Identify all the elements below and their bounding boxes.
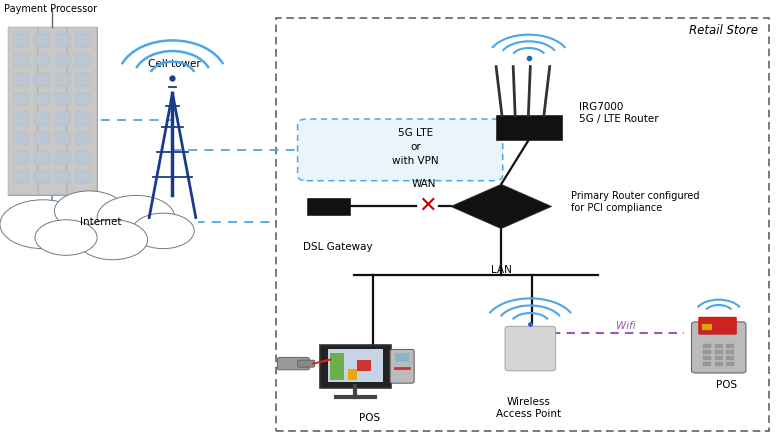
FancyBboxPatch shape [56,132,70,144]
FancyBboxPatch shape [8,27,37,195]
Text: DSL Gateway: DSL Gateway [303,242,373,252]
FancyBboxPatch shape [357,360,371,371]
FancyBboxPatch shape [726,356,734,360]
Text: LAN: LAN [491,265,511,275]
FancyBboxPatch shape [14,54,28,66]
FancyBboxPatch shape [14,151,28,164]
Circle shape [97,195,175,240]
FancyBboxPatch shape [703,356,711,360]
Text: Internet: Internet [80,217,122,227]
Text: IRG7000
5G / LTE Router: IRG7000 5G / LTE Router [579,103,658,124]
FancyBboxPatch shape [726,344,734,348]
FancyBboxPatch shape [56,151,70,164]
FancyBboxPatch shape [715,362,723,366]
FancyBboxPatch shape [35,171,49,183]
FancyBboxPatch shape [35,202,198,242]
FancyBboxPatch shape [14,171,28,183]
Text: Wifi: Wifi [615,321,636,331]
FancyBboxPatch shape [14,93,28,105]
FancyBboxPatch shape [14,73,28,86]
FancyBboxPatch shape [35,132,49,144]
Text: WAN: WAN [411,178,436,189]
FancyBboxPatch shape [703,362,711,366]
FancyBboxPatch shape [76,34,90,47]
FancyBboxPatch shape [715,350,723,354]
FancyBboxPatch shape [348,369,357,380]
Circle shape [54,191,124,231]
Circle shape [0,200,85,249]
FancyBboxPatch shape [35,73,49,86]
FancyBboxPatch shape [76,93,90,105]
FancyBboxPatch shape [68,27,97,195]
FancyBboxPatch shape [496,115,562,140]
FancyBboxPatch shape [703,344,711,348]
FancyBboxPatch shape [328,349,383,382]
FancyBboxPatch shape [76,171,90,183]
FancyBboxPatch shape [715,344,723,348]
FancyBboxPatch shape [56,112,70,125]
Polygon shape [451,184,552,229]
Text: Payment Processor: Payment Processor [4,4,97,15]
FancyBboxPatch shape [307,198,350,215]
FancyBboxPatch shape [298,119,503,181]
FancyBboxPatch shape [14,34,28,47]
FancyBboxPatch shape [35,54,49,66]
FancyBboxPatch shape [56,93,70,105]
FancyBboxPatch shape [35,34,49,47]
FancyBboxPatch shape [14,132,28,144]
FancyBboxPatch shape [76,151,90,164]
FancyBboxPatch shape [330,353,344,380]
FancyBboxPatch shape [395,353,409,362]
Text: POS: POS [358,413,380,423]
FancyBboxPatch shape [726,362,734,366]
Text: Retail Store: Retail Store [688,24,758,37]
FancyBboxPatch shape [37,27,68,195]
FancyBboxPatch shape [699,317,737,334]
FancyBboxPatch shape [277,357,309,370]
FancyBboxPatch shape [390,349,414,383]
FancyBboxPatch shape [56,73,70,86]
Text: Primary Router configured
for PCI compliance: Primary Router configured for PCI compli… [571,191,699,213]
FancyBboxPatch shape [56,54,70,66]
Circle shape [35,220,97,255]
FancyBboxPatch shape [76,132,90,144]
FancyBboxPatch shape [726,350,734,354]
FancyBboxPatch shape [505,326,556,371]
FancyBboxPatch shape [320,345,391,388]
FancyBboxPatch shape [703,350,711,354]
Circle shape [132,213,194,249]
Text: Cell tower: Cell tower [148,59,201,69]
FancyBboxPatch shape [76,112,90,125]
FancyBboxPatch shape [35,151,49,164]
FancyBboxPatch shape [56,171,70,183]
Text: Wireless
Access Point: Wireless Access Point [496,397,561,419]
FancyBboxPatch shape [702,324,712,330]
Circle shape [78,220,148,260]
FancyBboxPatch shape [8,27,97,195]
FancyBboxPatch shape [76,73,90,86]
FancyBboxPatch shape [56,34,70,47]
FancyBboxPatch shape [35,93,49,105]
FancyBboxPatch shape [715,356,723,360]
FancyBboxPatch shape [298,360,315,367]
Text: POS: POS [716,380,737,390]
FancyBboxPatch shape [14,112,28,125]
Text: ✕: ✕ [418,195,437,215]
FancyBboxPatch shape [692,322,746,373]
Text: 5G LTE
or
with VPN: 5G LTE or with VPN [392,127,439,166]
FancyBboxPatch shape [76,54,90,66]
FancyBboxPatch shape [35,112,49,125]
